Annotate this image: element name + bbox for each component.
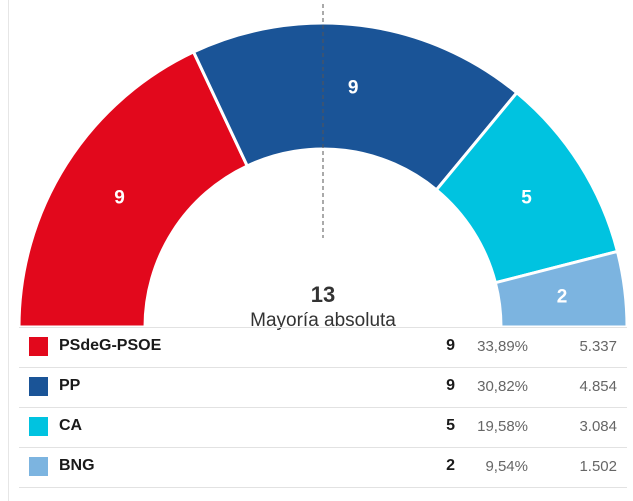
majority-label: Mayoría absoluta xyxy=(250,310,396,331)
table-row: PP 9 30,82% 4.854 xyxy=(19,368,627,408)
left-border xyxy=(8,0,9,501)
party-seats: 9 xyxy=(446,377,455,394)
legend-swatch xyxy=(29,417,48,436)
party-name: PP xyxy=(59,377,81,394)
table-row: CA 5 19,58% 3.084 xyxy=(19,408,627,448)
results-table: PSdeG-PSOE 9 33,89% 5.337 PP 9 30,82% 4.… xyxy=(19,327,627,488)
party-votes: 5.337 xyxy=(579,338,617,355)
legend-swatch xyxy=(29,457,48,476)
seat-count-label: 2 xyxy=(557,286,568,307)
party-percent: 19,58% xyxy=(477,418,528,435)
legend-swatch xyxy=(29,337,48,356)
party-votes: 4.854 xyxy=(579,378,617,395)
table-row: PSdeG-PSOE 9 33,89% 5.337 xyxy=(19,327,627,368)
party-percent: 33,89% xyxy=(477,338,528,355)
arc-segment xyxy=(17,49,250,329)
party-name: BNG xyxy=(59,457,95,474)
party-votes: 1.502 xyxy=(579,458,617,475)
seat-count-label: 9 xyxy=(348,77,359,98)
table-row: BNG 2 9,54% 1.502 xyxy=(19,448,627,488)
party-votes: 3.084 xyxy=(579,418,617,435)
party-percent: 9,54% xyxy=(485,458,528,475)
party-name: CA xyxy=(59,417,83,434)
party-percent: 30,82% xyxy=(477,378,528,395)
seat-count-label: 9 xyxy=(114,187,125,208)
legend-swatch xyxy=(29,377,48,396)
arc-segment xyxy=(191,21,519,192)
seat-count-label: 5 xyxy=(521,187,532,208)
party-seats: 5 xyxy=(446,417,455,434)
parliament-arc-chart: 9 9 5 2 xyxy=(17,4,629,329)
party-seats: 9 xyxy=(446,337,455,354)
party-seats: 2 xyxy=(446,457,455,474)
party-name: PSdeG-PSOE xyxy=(59,337,162,354)
majority-value: 13 xyxy=(310,282,336,307)
